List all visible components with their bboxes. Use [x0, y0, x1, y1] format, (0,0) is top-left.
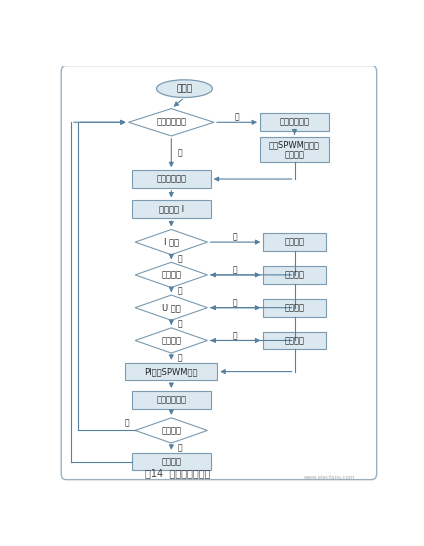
Polygon shape [135, 418, 207, 443]
FancyBboxPatch shape [263, 233, 326, 251]
FancyBboxPatch shape [263, 331, 326, 349]
Text: 是: 是 [233, 331, 238, 340]
Text: 过流保护: 过流保护 [285, 238, 304, 247]
Text: 按键事件: 按键事件 [161, 426, 181, 435]
Text: 计算电流 I: 计算电流 I [159, 205, 184, 214]
Text: 过流状态: 过流状态 [161, 270, 181, 280]
Text: 否: 否 [177, 319, 182, 329]
Text: PI调整SPWM系数: PI调整SPWM系数 [145, 367, 198, 376]
Text: 是: 是 [233, 233, 238, 241]
Text: 是: 是 [235, 112, 239, 122]
Text: 是: 是 [233, 265, 238, 274]
Text: 否: 否 [177, 254, 182, 263]
FancyBboxPatch shape [260, 114, 329, 131]
FancyBboxPatch shape [263, 266, 326, 284]
Text: www.elecfans.com: www.elecfans.com [304, 474, 355, 479]
Polygon shape [135, 295, 207, 321]
Text: 测量脉宽频率: 测量脉宽频率 [279, 118, 310, 127]
Text: 是: 是 [177, 443, 182, 453]
FancyBboxPatch shape [61, 66, 377, 479]
Text: U 欠压: U 欠压 [162, 303, 181, 312]
Text: 图14  程序运行流程图: 图14 程序运行流程图 [145, 468, 211, 478]
Text: 欠压状态: 欠压状态 [161, 336, 181, 345]
Polygon shape [135, 328, 207, 353]
FancyBboxPatch shape [260, 138, 329, 162]
FancyBboxPatch shape [132, 391, 211, 408]
Polygon shape [135, 262, 207, 288]
Text: 按键处理: 按键处理 [161, 457, 181, 466]
Text: 显示相关信息: 显示相关信息 [156, 395, 186, 404]
Text: 否: 否 [125, 418, 129, 428]
Text: 同步脉冲到来: 同步脉冲到来 [156, 118, 186, 127]
Ellipse shape [156, 80, 212, 98]
FancyBboxPatch shape [126, 363, 217, 381]
Text: 否: 否 [177, 149, 182, 158]
FancyBboxPatch shape [263, 299, 326, 317]
Text: 否: 否 [177, 353, 182, 363]
Text: 是: 是 [233, 298, 238, 307]
Polygon shape [128, 109, 214, 136]
Text: 欠压保护: 欠压保护 [285, 303, 304, 312]
Polygon shape [135, 229, 207, 254]
Text: 反馈电压采样: 反馈电压采样 [156, 175, 186, 183]
Text: 初始化: 初始化 [176, 84, 192, 93]
FancyBboxPatch shape [132, 170, 211, 188]
FancyBboxPatch shape [132, 453, 211, 471]
Text: 过流恢复: 过流恢复 [285, 270, 304, 280]
Text: 欠压恢复: 欠压恢复 [285, 336, 304, 345]
Text: I 异常: I 异常 [164, 238, 179, 247]
Text: 否: 否 [177, 287, 182, 296]
Text: 更改SPWM信号频
率和信号: 更改SPWM信号频 率和信号 [269, 140, 320, 159]
FancyBboxPatch shape [132, 200, 211, 218]
